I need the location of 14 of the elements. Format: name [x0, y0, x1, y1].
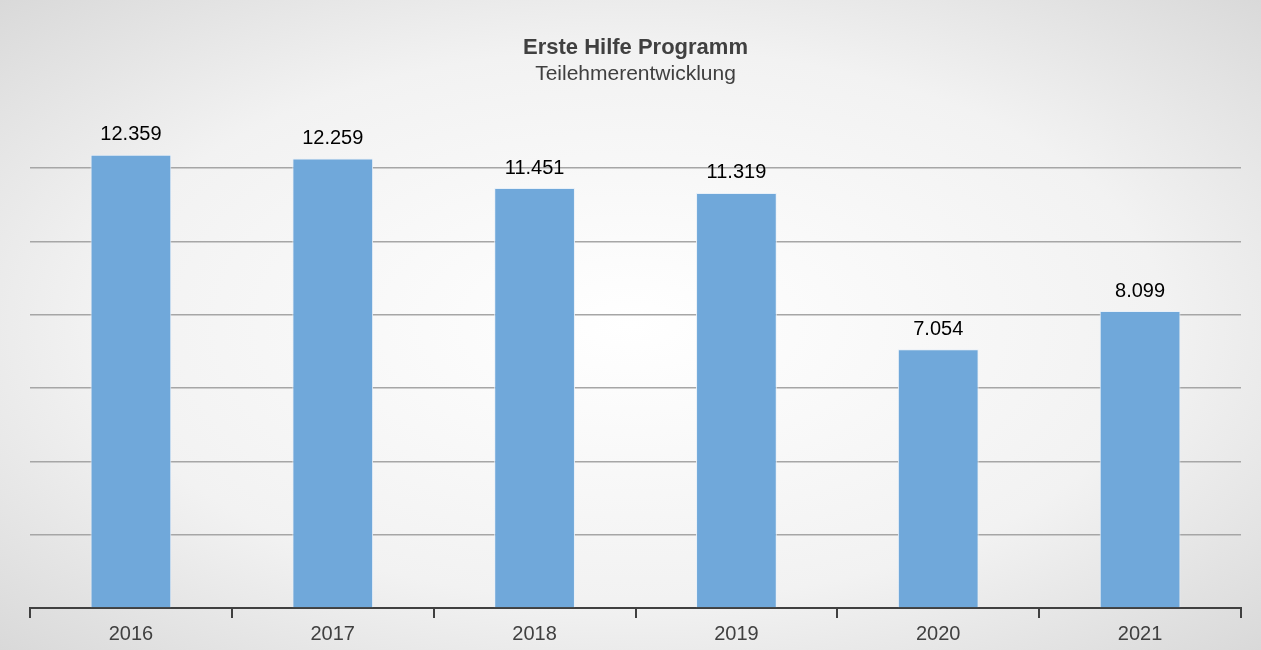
x-tick-label: 2018: [512, 621, 557, 644]
chart-title: Erste Hilfe Programm: [523, 34, 748, 60]
data-label: 12.359: [100, 122, 162, 145]
x-tick-label: 2019: [714, 621, 759, 644]
data-label: 12.259: [302, 125, 364, 148]
data-label: 8.099: [1115, 278, 1166, 301]
chart-subtitle: Teilehmerentwicklung: [535, 60, 736, 84]
x-tick-label: 2020: [916, 621, 961, 644]
data-label: 7.054: [913, 316, 964, 339]
x-tick-label: 2016: [108, 621, 154, 644]
x-tick-label: 2021: [1117, 621, 1163, 644]
x-tick-label: 2017: [310, 621, 355, 644]
data-label: 11.319: [706, 160, 767, 183]
data-label: 11.451: [504, 155, 565, 178]
